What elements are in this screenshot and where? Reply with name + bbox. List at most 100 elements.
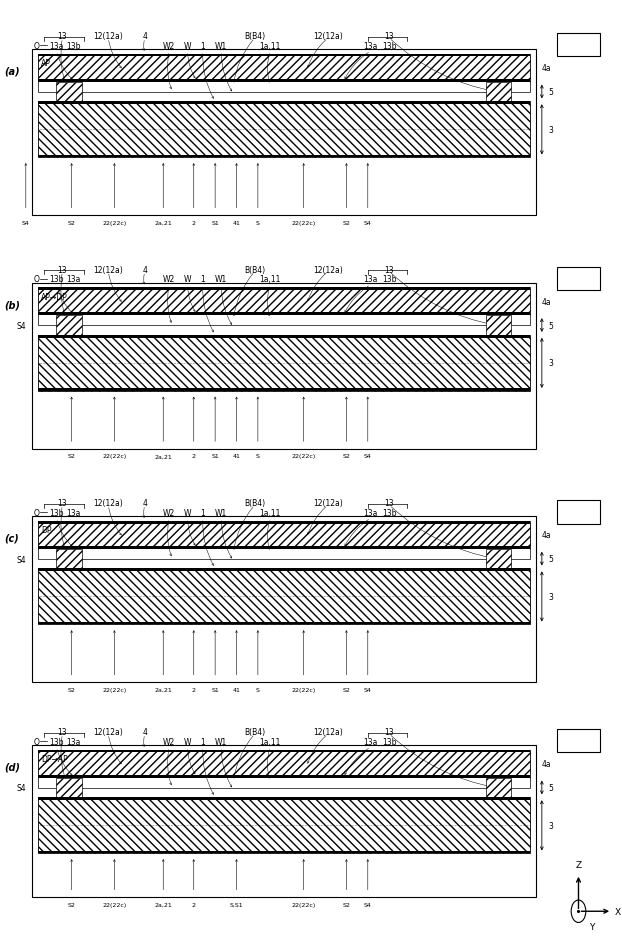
Text: 5: 5 — [548, 783, 553, 792]
Text: 6: 6 — [576, 41, 581, 51]
Bar — [32, 517, 536, 682]
Text: 4: 4 — [142, 727, 147, 737]
Text: S2: S2 — [68, 687, 75, 693]
Text: 2a,21: 2a,21 — [154, 687, 172, 693]
Bar — [38, 102, 530, 158]
Text: S: S — [256, 221, 260, 226]
Text: 12(12a): 12(12a) — [93, 266, 123, 274]
Text: 3: 3 — [548, 359, 553, 368]
Text: AP→DP: AP→DP — [41, 293, 68, 301]
Text: B(B4): B(B4) — [244, 727, 266, 737]
Bar — [38, 335, 530, 391]
Bar — [486, 778, 511, 798]
Text: O: O — [33, 42, 39, 51]
Text: S4: S4 — [17, 555, 26, 564]
Bar — [38, 750, 530, 753]
Text: 3: 3 — [548, 592, 553, 601]
Text: 2: 2 — [192, 902, 196, 907]
Text: 1a,11: 1a,11 — [259, 508, 281, 518]
Text: 1: 1 — [200, 737, 205, 746]
Text: W: W — [184, 42, 192, 51]
Text: S2: S2 — [343, 454, 350, 459]
Text: S4: S4 — [364, 687, 372, 693]
Bar — [557, 34, 600, 57]
Text: O: O — [33, 508, 39, 518]
Text: 1a,11: 1a,11 — [259, 42, 281, 51]
Text: 22(22c): 22(22c) — [102, 902, 126, 907]
Text: W2: W2 — [163, 737, 175, 746]
Text: 4a: 4a — [542, 531, 552, 540]
Text: W2: W2 — [163, 42, 175, 51]
Text: 12(12a): 12(12a) — [313, 266, 343, 274]
Text: 13: 13 — [58, 32, 67, 41]
Text: 13: 13 — [384, 32, 394, 41]
Text: S4: S4 — [17, 322, 26, 330]
Text: 13a: 13a — [67, 275, 81, 284]
Text: 3: 3 — [548, 125, 553, 135]
Text: S1: S1 — [211, 221, 219, 226]
Bar — [38, 81, 530, 93]
Text: S4: S4 — [22, 221, 30, 226]
Text: 4a: 4a — [542, 64, 552, 73]
Text: 13a: 13a — [364, 275, 378, 284]
Text: DP: DP — [41, 526, 52, 534]
Text: 12(12a): 12(12a) — [93, 727, 123, 737]
Bar — [38, 288, 530, 315]
Bar — [486, 549, 511, 570]
Bar — [38, 569, 530, 625]
Bar — [57, 778, 82, 798]
Text: S: S — [256, 687, 260, 693]
Text: 22(22c): 22(22c) — [292, 454, 316, 459]
Text: 13b: 13b — [382, 275, 396, 284]
Text: B(B4): B(B4) — [244, 32, 266, 41]
Text: W1: W1 — [215, 275, 228, 284]
Text: 6: 6 — [576, 274, 581, 284]
Bar — [32, 284, 536, 449]
Text: 5: 5 — [548, 88, 553, 96]
Text: B(B4): B(B4) — [244, 499, 266, 508]
Text: 13b: 13b — [382, 737, 396, 746]
Text: 13: 13 — [384, 499, 394, 508]
Bar — [57, 549, 82, 570]
Text: 13b: 13b — [382, 508, 396, 518]
Text: 12(12a): 12(12a) — [313, 499, 343, 508]
Bar — [38, 102, 530, 105]
Text: 1: 1 — [200, 275, 205, 284]
Bar — [486, 315, 511, 336]
Text: 13: 13 — [384, 266, 394, 274]
Bar — [38, 521, 530, 549]
Text: O: O — [33, 275, 39, 284]
Text: 2: 2 — [192, 687, 196, 693]
Text: W1: W1 — [215, 737, 228, 746]
Text: 13b: 13b — [49, 737, 63, 746]
Text: 5: 5 — [548, 321, 553, 330]
Text: S4: S4 — [364, 454, 372, 459]
Text: 12(12a): 12(12a) — [93, 499, 123, 508]
Text: S2: S2 — [68, 221, 75, 226]
Text: 2a,21: 2a,21 — [154, 221, 172, 226]
Text: 13a: 13a — [49, 42, 63, 51]
Text: 1a,11: 1a,11 — [259, 275, 281, 284]
Text: AP: AP — [41, 59, 51, 68]
Text: 13b: 13b — [49, 508, 63, 518]
Text: 5: 5 — [548, 554, 553, 563]
Text: 22(22c): 22(22c) — [292, 902, 316, 907]
Text: S2: S2 — [343, 902, 350, 907]
Text: 1: 1 — [200, 508, 205, 518]
Text: 4a: 4a — [542, 759, 552, 768]
Bar — [38, 54, 530, 82]
Text: 4: 4 — [142, 32, 147, 41]
Text: 4: 4 — [142, 499, 147, 508]
Text: 13: 13 — [58, 499, 67, 508]
Text: 6: 6 — [576, 737, 581, 745]
Bar — [38, 622, 530, 625]
Bar — [38, 851, 530, 854]
Text: 41: 41 — [233, 454, 241, 459]
Text: S4: S4 — [364, 902, 372, 907]
Text: S2: S2 — [68, 454, 75, 459]
Text: 13b: 13b — [49, 275, 63, 284]
Bar — [38, 548, 530, 560]
Text: S1: S1 — [211, 454, 219, 459]
Bar — [38, 288, 530, 291]
Text: 12(12a): 12(12a) — [93, 32, 123, 41]
